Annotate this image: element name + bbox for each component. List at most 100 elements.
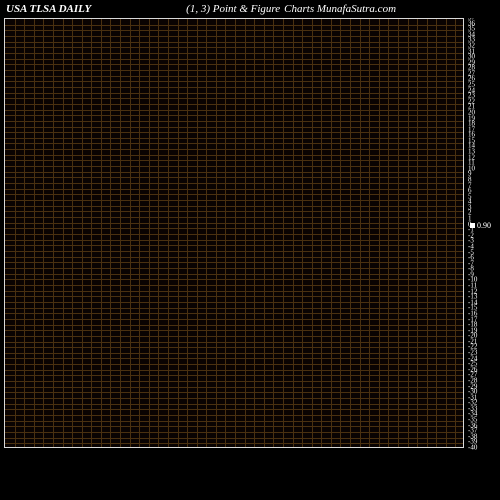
grid-col (264, 19, 265, 447)
grid-row (5, 347, 463, 348)
grid-row (5, 70, 463, 71)
grid-row (5, 245, 463, 246)
grid-row (5, 228, 463, 229)
grid-row (5, 166, 463, 167)
grid-row (5, 194, 463, 195)
grid-col (101, 19, 102, 447)
grid-row (5, 336, 463, 337)
grid-row (5, 415, 463, 416)
grid-col (43, 19, 44, 447)
grid-row (5, 110, 463, 111)
grid-row (5, 155, 463, 156)
grid-col (225, 19, 226, 447)
grid-row (5, 404, 463, 405)
grid-row (5, 291, 463, 292)
grid-col (235, 19, 236, 447)
grid-col (130, 19, 131, 447)
grid-row (5, 64, 463, 65)
grid-col (206, 19, 207, 447)
chart-grid-area (4, 18, 464, 448)
grid-col (293, 19, 294, 447)
grid-col (408, 19, 409, 447)
grid-col (72, 19, 73, 447)
grid-row (5, 319, 463, 320)
grid-row (5, 143, 463, 144)
grid-col (34, 19, 35, 447)
grid-col (388, 19, 389, 447)
grid-row (5, 160, 463, 161)
grid-col (321, 19, 322, 447)
grid-col (360, 19, 361, 447)
grid-col (283, 19, 284, 447)
grid-col (436, 19, 437, 447)
grid-col (340, 19, 341, 447)
grid-row (5, 387, 463, 388)
grid-col (187, 19, 188, 447)
grid-col (350, 19, 351, 447)
grid-row (5, 240, 463, 241)
grid-col (302, 19, 303, 447)
grid-row (5, 443, 463, 444)
grid-col (446, 19, 447, 447)
grid-row (5, 98, 463, 99)
grid-row (5, 223, 463, 224)
grid-row (5, 36, 463, 37)
grid-col (427, 19, 428, 447)
header-source: Charts MunafaSutra.com (284, 3, 396, 15)
grid-col (216, 19, 217, 447)
grid-row (5, 183, 463, 184)
grid-col (168, 19, 169, 447)
grid-col (331, 19, 332, 447)
grid-row (5, 421, 463, 422)
grid-row (5, 172, 463, 173)
grid-col (82, 19, 83, 447)
grid-row (5, 104, 463, 105)
grid-row (5, 438, 463, 439)
grid-row (5, 381, 463, 382)
grid-row (5, 30, 463, 31)
grid-row (5, 392, 463, 393)
grid-row (5, 59, 463, 60)
grid-row (5, 93, 463, 94)
grid-row (5, 330, 463, 331)
grid-row (5, 127, 463, 128)
grid-col (273, 19, 274, 447)
chart-container: USA TLSA DAILY (1, 3) Point & Figure Cha… (0, 0, 500, 500)
grid-row (5, 211, 463, 212)
grid-col (120, 19, 121, 447)
grid-row (5, 115, 463, 116)
y-axis: 3736353433323130292827262524232221201918… (468, 18, 498, 448)
grid-row (5, 121, 463, 122)
grid-row (5, 81, 463, 82)
grid-col (379, 19, 380, 447)
grid-row (5, 370, 463, 371)
grid-row (5, 426, 463, 427)
grid-row (5, 308, 463, 309)
grid-col (254, 19, 255, 447)
grid-row (5, 177, 463, 178)
grid-row (5, 268, 463, 269)
grid-row (5, 53, 463, 54)
grid-row (5, 432, 463, 433)
header-chart-type: (1, 3) Point & Figure (186, 3, 280, 15)
grid-col (24, 19, 25, 447)
grid-col (197, 19, 198, 447)
grid-col (398, 19, 399, 447)
marker-label: 0.90 (477, 221, 491, 230)
grid-col (110, 19, 111, 447)
grid-row (5, 296, 463, 297)
y-tick: -40 (468, 445, 477, 452)
grid-row (5, 274, 463, 275)
grid-row (5, 200, 463, 201)
grid-col (178, 19, 179, 447)
grid-row (5, 189, 463, 190)
grid-row (5, 76, 463, 77)
grid-col (149, 19, 150, 447)
grid-row (5, 285, 463, 286)
grid-row (5, 364, 463, 365)
grid-col (245, 19, 246, 447)
grid-row (5, 358, 463, 359)
grid-row (5, 149, 463, 150)
grid-row (5, 132, 463, 133)
grid-col (63, 19, 64, 447)
